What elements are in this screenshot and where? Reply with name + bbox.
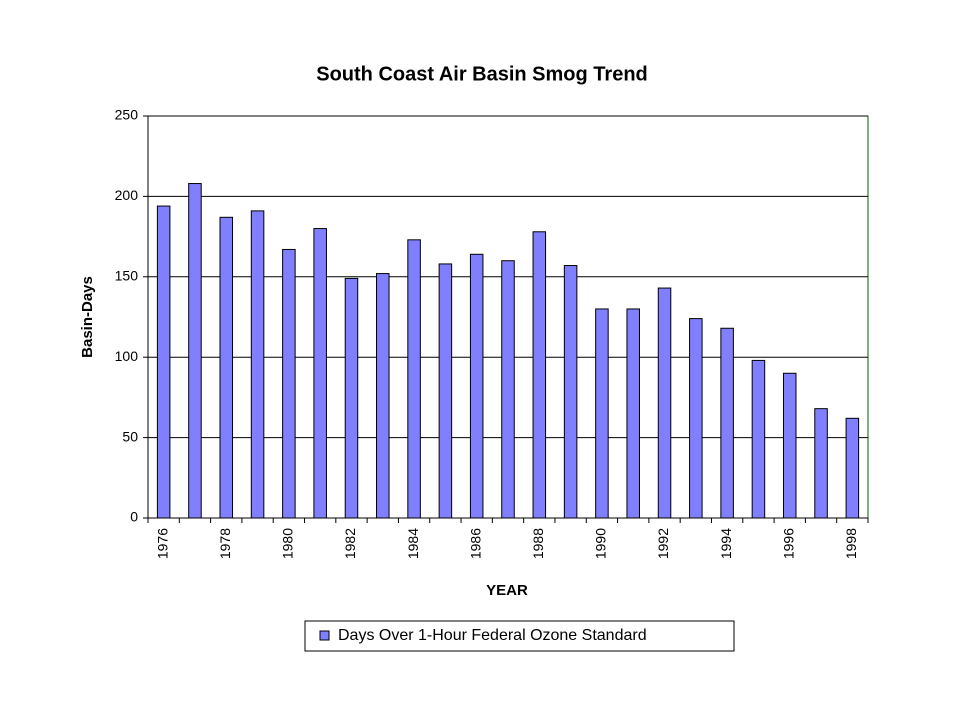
- x-axis-title: YEAR: [486, 582, 528, 599]
- y-axis-title: Basin-Days: [79, 276, 96, 358]
- bar: [469, 253, 484, 519]
- bar: [438, 263, 453, 519]
- x-tick-label: 1976: [154, 528, 170, 559]
- x-tick-label: 1996: [780, 528, 796, 559]
- bar: [782, 372, 797, 519]
- bar: [845, 417, 860, 519]
- bar: [532, 231, 547, 519]
- x-tick-label: 1994: [718, 528, 734, 559]
- bar: [501, 260, 515, 519]
- y-tick-label: 50: [122, 428, 138, 444]
- x-tick-label: 1990: [593, 528, 609, 559]
- legend: [304, 620, 735, 652]
- y-tick-label: 200: [115, 187, 139, 203]
- bar: [689, 318, 703, 519]
- bar: [407, 239, 421, 519]
- bar: [720, 327, 734, 519]
- bar: [344, 277, 359, 519]
- bar: [657, 287, 672, 519]
- y-tick-label: 250: [115, 107, 139, 123]
- y-tick-label: 100: [115, 348, 139, 364]
- x-tick-label: 1982: [342, 528, 358, 559]
- x-tick-label: 1992: [655, 528, 671, 559]
- bar: [626, 308, 640, 519]
- bar: [156, 205, 171, 519]
- bar: [751, 359, 766, 519]
- x-tick-label: 1986: [467, 528, 483, 559]
- bar: [219, 216, 234, 519]
- y-tick-label: 150: [115, 268, 139, 284]
- legend-label: Days Over 1-Hour Federal Ozone Standard: [338, 627, 647, 644]
- bar: [282, 248, 296, 519]
- bar: [250, 210, 265, 519]
- chart-title: South Coast Air Basin Smog Trend: [316, 63, 648, 85]
- x-tick-label: 1978: [217, 528, 233, 559]
- bar: [188, 183, 202, 519]
- bar: [376, 273, 390, 519]
- bar: [313, 228, 327, 519]
- legend-swatch: [319, 630, 330, 641]
- x-tick-label: 1988: [530, 528, 546, 559]
- bar: [814, 408, 828, 519]
- bar: [595, 308, 609, 519]
- x-tick-label: 1980: [280, 528, 296, 559]
- x-tick-label: 1998: [843, 528, 859, 559]
- bar: [563, 265, 578, 519]
- x-tick-label: 1984: [405, 528, 421, 559]
- y-tick-label: 0: [130, 509, 138, 525]
